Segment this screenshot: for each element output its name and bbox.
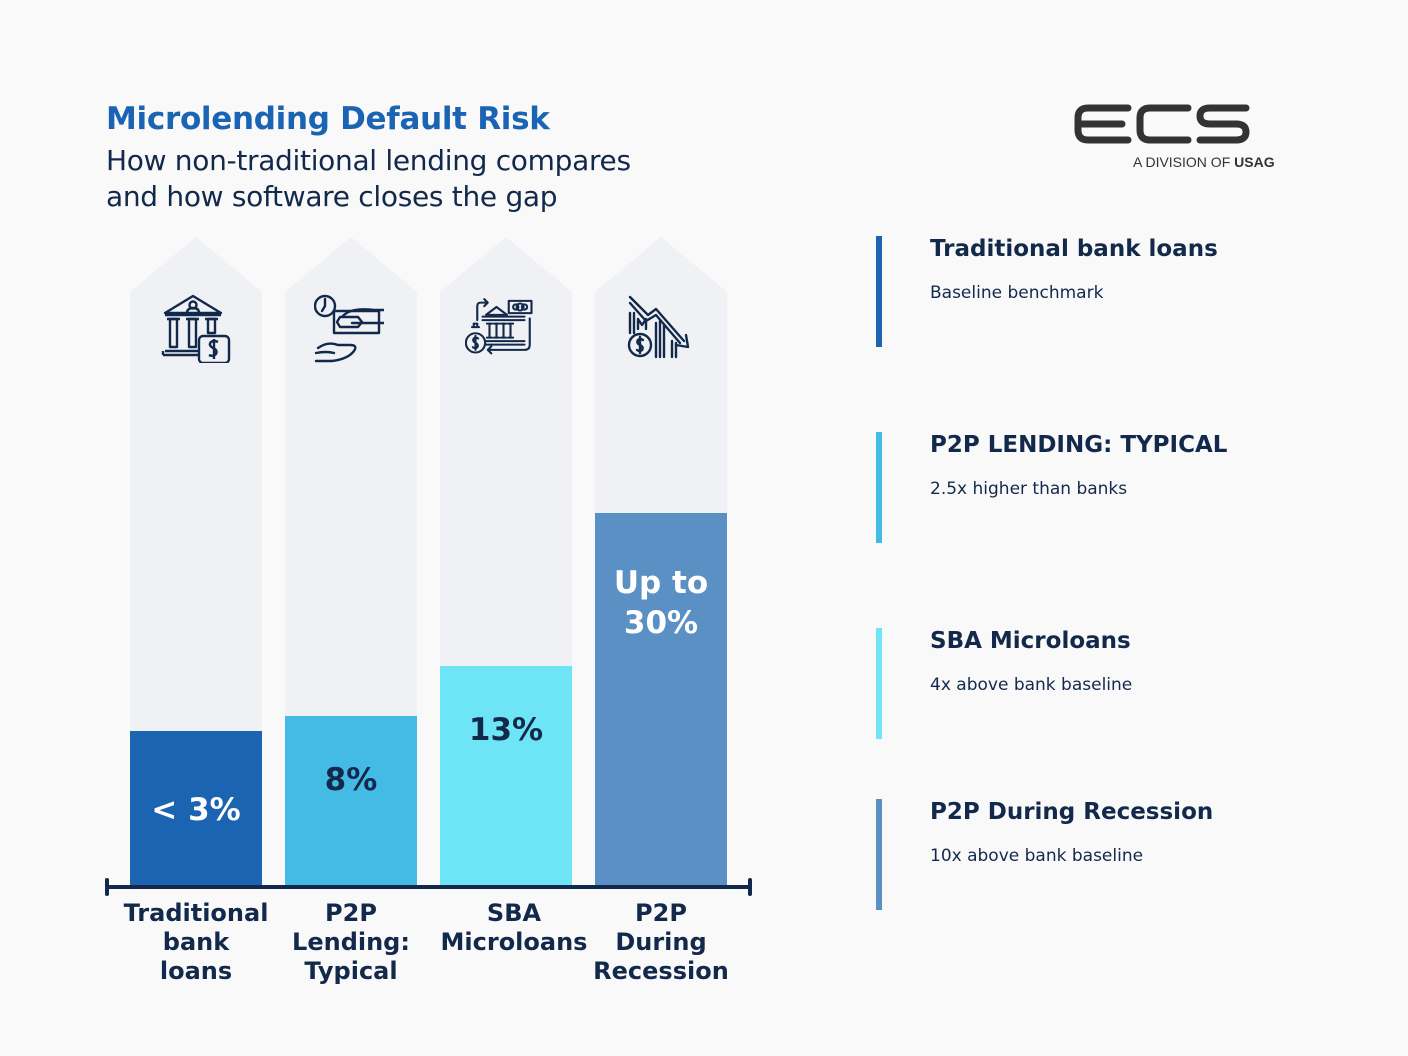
legend-description: 2.5x higher than banks [930, 479, 1128, 499]
bank-transfer-moneybag-icon [464, 293, 535, 363]
legend-color-bar [876, 628, 882, 739]
subtitle-line-2: and how software closes the gap [106, 180, 558, 213]
category-label: During [615, 928, 706, 956]
column-background [130, 237, 262, 887]
bar-data-label: 13% [469, 712, 543, 748]
logo-division-text: A DIVISION OF USAG [1133, 154, 1275, 170]
legend-color-bar [876, 432, 882, 543]
category-label: Lending: [292, 928, 410, 956]
chart-title: Microlending Default Risk [106, 101, 550, 137]
bar [440, 666, 572, 887]
category-label: bank [163, 928, 230, 956]
legend-color-bar [876, 799, 882, 910]
bar [285, 716, 417, 887]
legend-title: P2P During Recession [930, 799, 1214, 825]
category-label: Microloans [441, 928, 588, 956]
category-label: Recession [593, 957, 729, 985]
category-label: Traditional [124, 899, 269, 927]
bar [130, 731, 262, 887]
legend-title: P2P LENDING: TYPICAL [930, 432, 1228, 458]
bar [595, 513, 727, 887]
ecs-logo [1074, 104, 1250, 144]
bar-data-label: 30% [624, 605, 698, 641]
category-label: SBA [487, 899, 542, 927]
legend-color-bar [876, 236, 882, 347]
category-label: Typical [304, 957, 397, 985]
bank-dollar-icon [161, 293, 231, 365]
legend-description: 10x above bank baseline [930, 846, 1144, 866]
bar-data-label: Up to [614, 565, 708, 601]
category-label: P2P [325, 899, 377, 927]
legend-description: Baseline benchmark [930, 283, 1104, 303]
legend-title: SBA Microloans [930, 628, 1131, 654]
subtitle-line-1: How non-traditional lending compares [106, 144, 631, 177]
bar-data-label: 8% [325, 762, 378, 798]
category-label: loans [160, 957, 232, 985]
legend-description: 4x above bank baseline [930, 675, 1133, 695]
cash-hand-clock-icon [313, 293, 390, 363]
legend-title: Traditional bank loans [930, 236, 1218, 262]
chart-subtitle: How non-traditional lending compares and… [106, 143, 631, 215]
downtrend-dollar-icon [626, 293, 696, 363]
bar-data-label: < 3% [151, 792, 240, 828]
category-label: P2P [635, 899, 687, 927]
